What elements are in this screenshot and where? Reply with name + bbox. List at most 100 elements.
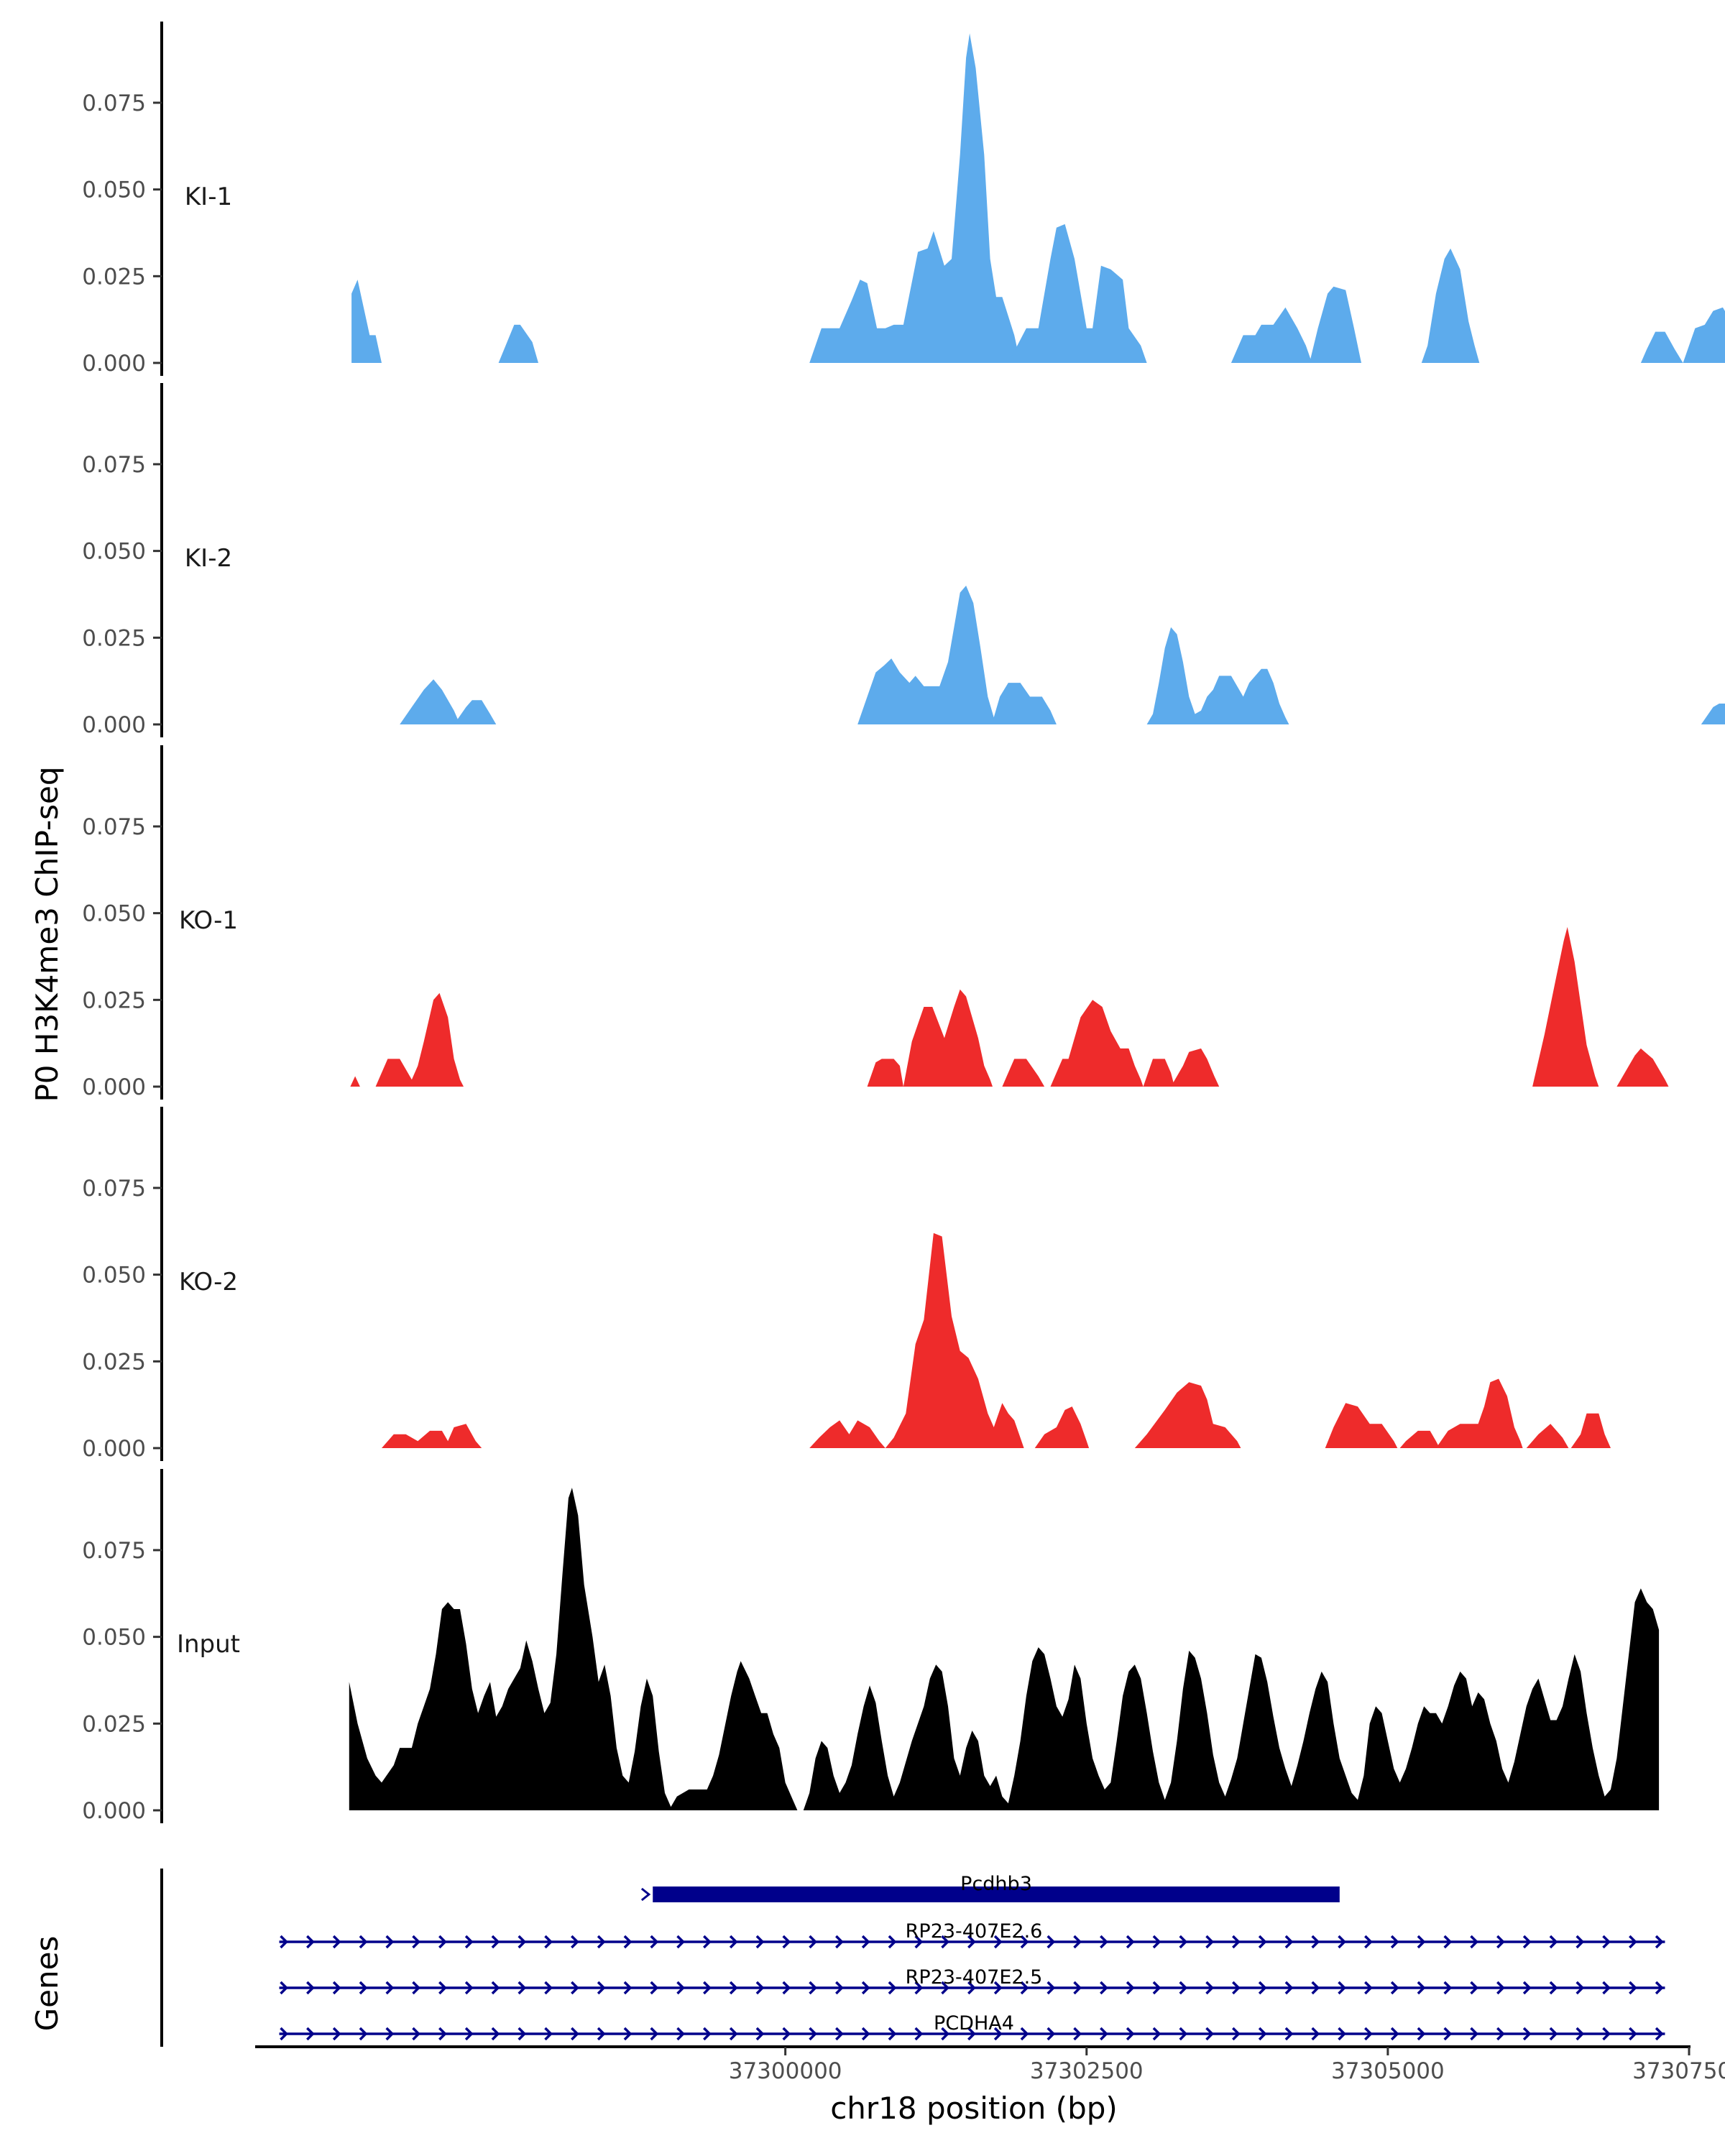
track-label: Input	[177, 1630, 240, 1659]
strand-arrow	[1470, 1935, 1478, 1949]
gene-rp23-407e2.6: RP23-407E2.6	[279, 1920, 1665, 1949]
strand-arrow	[941, 1981, 949, 1995]
strand-arrow	[412, 2027, 420, 2041]
signal-area	[1532, 926, 1599, 1087]
strand-arrow	[332, 1981, 341, 1995]
strand-arrow	[1496, 2027, 1505, 2041]
track-label: KO-1	[179, 906, 238, 935]
strand-arrow	[571, 1981, 579, 1995]
signal-area	[454, 700, 497, 724]
strand-arrow	[1655, 1981, 1664, 1995]
signal-area	[803, 1588, 1660, 1810]
signal-area	[1325, 1403, 1398, 1448]
strand-arrow	[914, 1981, 924, 1995]
strand-arrow	[1152, 1935, 1162, 1949]
strand-arrow	[1100, 1981, 1108, 1995]
y-tick-label: 0.025	[82, 1349, 146, 1375]
strand-arrow	[1073, 2027, 1082, 2041]
strand-arrow	[1390, 2027, 1399, 2041]
signal-area	[1683, 307, 1725, 363]
strand-arrow	[623, 1935, 632, 1949]
strand-arrow	[1284, 2027, 1294, 2041]
signal-area	[809, 33, 1021, 364]
signal-area	[1640, 331, 1683, 363]
strand-arrow	[1126, 2027, 1135, 2041]
signal-area	[1034, 1406, 1090, 1448]
strand-arrow	[755, 2027, 765, 2041]
strand-arrow	[914, 2027, 924, 2041]
strand-arrow	[385, 1935, 395, 1949]
strand-arrow	[1338, 2027, 1346, 2041]
y-tick-label: 0.050	[82, 1263, 146, 1289]
strand-arrow	[809, 1935, 817, 1949]
strand-arrow	[1284, 1935, 1294, 1949]
strand-arrow	[650, 1935, 659, 1949]
x-axis: 37300000 37302500 37305000 37307500	[255, 2045, 1725, 2084]
strand-arrow	[412, 1981, 420, 1995]
signal-area	[1143, 1059, 1175, 1087]
strand-arrow	[1205, 1981, 1214, 1995]
x-tick-label: 37300000	[729, 2058, 842, 2084]
strand-arrow	[1364, 1981, 1373, 1995]
strand-arrow	[809, 1981, 817, 1995]
strand-arrow	[1549, 1981, 1558, 1995]
y-tick-label: 0.075	[82, 814, 146, 840]
strand-arrow	[941, 2027, 949, 2041]
strand-arrow	[1655, 1935, 1664, 1949]
signal-area	[375, 992, 464, 1087]
strand-arrow	[650, 2027, 659, 2041]
signal-area	[1146, 627, 1289, 724]
strand-arrow	[1417, 1935, 1426, 1949]
strand-arrow	[729, 2027, 738, 2041]
strand-arrow	[1258, 2027, 1267, 2041]
signal-area	[1134, 1382, 1241, 1448]
strand-arrow	[861, 2027, 870, 2041]
track-label: KI-1	[185, 183, 232, 211]
x-axis-title: chr18 position (bp)	[830, 2091, 1118, 2126]
strand-arrow	[809, 2027, 817, 2041]
strand-arrow	[1152, 2027, 1162, 2041]
strand-arrow	[1602, 2027, 1611, 2041]
strand-arrow	[597, 1935, 606, 1949]
signal-area	[400, 679, 460, 724]
signal-area	[857, 585, 1057, 724]
strand-arrow	[755, 1981, 765, 1995]
y-tick-label: 0.075	[82, 452, 146, 478]
strand-arrow	[1126, 1935, 1135, 1949]
gene-label: PCDHA4	[934, 2012, 1014, 2035]
track-ki-1: 0.000 0.025 0.050 0.075 KI-1	[82, 22, 1725, 377]
signal-area	[350, 1076, 360, 1087]
strand-arrow	[703, 2027, 712, 2041]
strand-arrow	[306, 1935, 315, 1949]
strand-arrow	[835, 2027, 844, 2041]
strand-arrow	[280, 2027, 288, 2041]
strand-arrow	[359, 1935, 368, 1949]
strand-arrow	[1338, 1935, 1346, 1949]
strand-arrow	[1126, 1981, 1135, 1995]
strand-arrow	[464, 2027, 474, 2041]
signal-area	[351, 280, 382, 363]
signal-area	[1570, 1413, 1611, 1448]
strand-arrow	[571, 1935, 579, 1949]
gene-pcdha4: PCDHA4	[279, 2012, 1665, 2041]
strand-arrow	[1629, 1981, 1637, 1995]
signal-area	[1230, 307, 1312, 363]
track-input: 0.000 0.025 0.050 0.075 Input	[82, 1469, 1660, 1824]
y-tick-label: 0.050	[82, 178, 146, 203]
strand-arrow	[650, 1981, 659, 1995]
signal-area	[1309, 286, 1361, 363]
strand-arrow	[1522, 2027, 1532, 2041]
y-tick-label: 0.025	[82, 987, 146, 1013]
strand-arrow	[993, 1981, 1003, 1995]
strand-arrow	[1205, 1935, 1214, 1949]
strand-arrow	[1338, 1981, 1346, 1995]
strand-arrow	[491, 2027, 500, 2041]
y-tick-label: 0.050	[82, 539, 146, 565]
strand-arrow	[1417, 2027, 1426, 2041]
strand-arrow	[438, 1981, 447, 1995]
strand-arrow	[993, 1935, 1003, 1949]
strand-arrow	[1443, 1935, 1453, 1949]
strand-arrow	[1364, 1935, 1373, 1949]
strand-arrow	[1576, 1981, 1585, 1995]
